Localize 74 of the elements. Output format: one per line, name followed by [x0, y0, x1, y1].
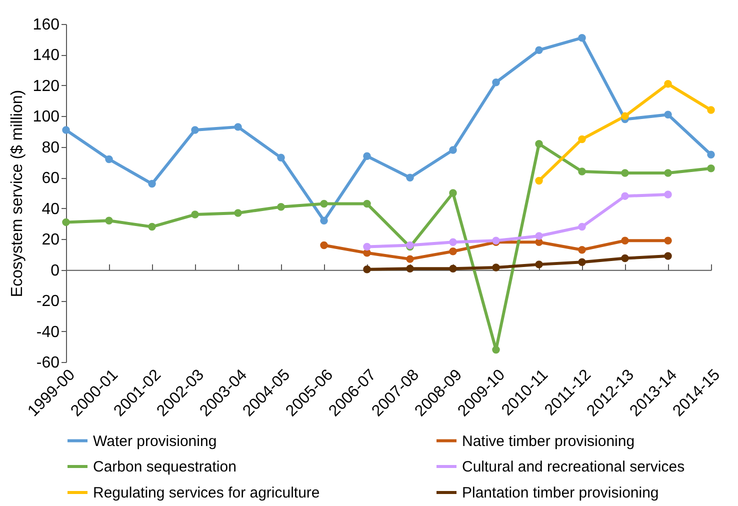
y-tick-label: -60 — [36, 354, 60, 372]
y-tick-label: 0 — [50, 262, 60, 280]
point — [320, 241, 328, 250]
point — [234, 209, 242, 217]
point — [707, 106, 715, 114]
point — [406, 264, 414, 272]
point — [62, 126, 70, 134]
point — [492, 346, 500, 354]
y-tick-label: -20 — [36, 293, 60, 310]
y-tick-label: 60 — [42, 170, 60, 188]
legend-label: Native timber provisioning — [462, 432, 635, 450]
y-tick-label: 100 — [32, 108, 60, 126]
point — [578, 246, 586, 254]
point — [449, 248, 457, 256]
point — [535, 176, 543, 185]
point — [277, 202, 285, 211]
point — [621, 169, 629, 177]
point — [363, 152, 371, 160]
point — [320, 216, 328, 225]
y-tick-label: 40 — [42, 200, 60, 218]
point — [535, 232, 543, 240]
point — [535, 260, 543, 268]
point — [707, 150, 715, 158]
y-tick-label: 120 — [32, 78, 60, 95]
point — [664, 80, 672, 88]
point — [664, 236, 672, 244]
point — [535, 140, 543, 148]
point — [621, 112, 629, 120]
point — [664, 169, 672, 177]
point — [449, 264, 457, 272]
point — [62, 218, 70, 226]
point — [578, 222, 586, 231]
point — [191, 210, 199, 218]
point — [707, 164, 715, 172]
legend-label: Regulating services for agriculture — [93, 484, 320, 502]
point — [234, 123, 242, 131]
y-tick-label: 140 — [32, 47, 60, 64]
point — [148, 180, 156, 188]
point — [406, 255, 414, 263]
point — [578, 34, 586, 42]
point — [578, 258, 586, 266]
point — [492, 264, 500, 272]
point — [449, 238, 457, 246]
legend-label: Plantation timber provisioning — [462, 484, 659, 502]
point — [449, 146, 457, 154]
point — [578, 168, 586, 176]
y-tick-label: 80 — [42, 139, 60, 156]
y-tick-label: 20 — [42, 232, 60, 249]
point — [621, 192, 629, 200]
point — [105, 155, 113, 164]
point — [535, 46, 543, 54]
legend-label: Cultural and recreational services — [462, 458, 685, 476]
point — [363, 242, 371, 251]
point — [492, 78, 500, 86]
point — [363, 265, 371, 274]
point — [277, 154, 285, 162]
point — [664, 252, 672, 260]
y-tick-label: 160 — [32, 16, 60, 34]
point — [621, 254, 629, 262]
point — [664, 110, 672, 119]
point — [578, 135, 586, 144]
y-axis-title: Ecosystem service ($ million) — [8, 90, 26, 298]
point — [621, 236, 629, 244]
point — [148, 222, 156, 231]
point — [664, 190, 672, 198]
point — [406, 174, 414, 182]
point — [363, 200, 371, 208]
point — [191, 126, 199, 134]
legend-label: Carbon sequestration — [93, 458, 236, 476]
y-tick-label: -40 — [36, 324, 60, 341]
point — [449, 189, 457, 197]
point — [320, 200, 328, 208]
point — [105, 216, 113, 225]
legend-label: Water provisioning — [93, 432, 217, 450]
